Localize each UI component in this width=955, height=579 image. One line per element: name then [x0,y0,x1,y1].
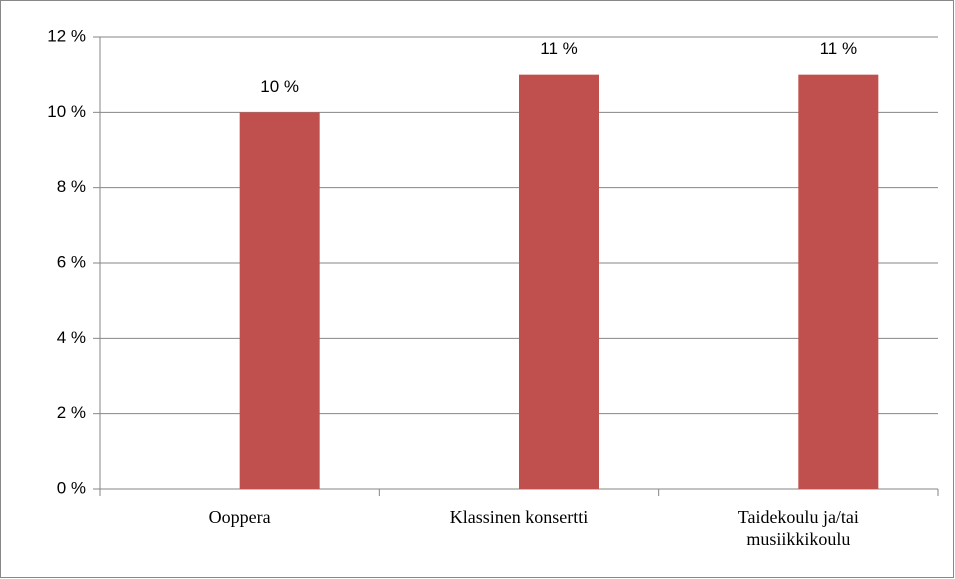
y-tick-label: 8 % [57,177,86,196]
x-tick-label: Taidekoulu ja/tai musiikkikoulu [737,507,859,549]
y-tick-label: 6 % [57,252,86,271]
y-tick-label: 2 % [57,403,86,422]
y-tick-label: 4 % [57,328,86,347]
data-label: 11 % [820,39,858,58]
bar [239,112,320,489]
y-tick-label: 0 % [57,478,86,497]
x-tick-label: Klassinen konsertti [449,507,589,527]
data-label: 11 % [540,39,578,58]
y-tick-label: 12 % [47,26,86,45]
bar [798,74,879,490]
y-tick-label: 10 % [47,102,86,121]
x-tick-label: Ooppera [208,507,271,527]
bar [519,74,599,490]
data-label: 10 % [260,77,299,96]
